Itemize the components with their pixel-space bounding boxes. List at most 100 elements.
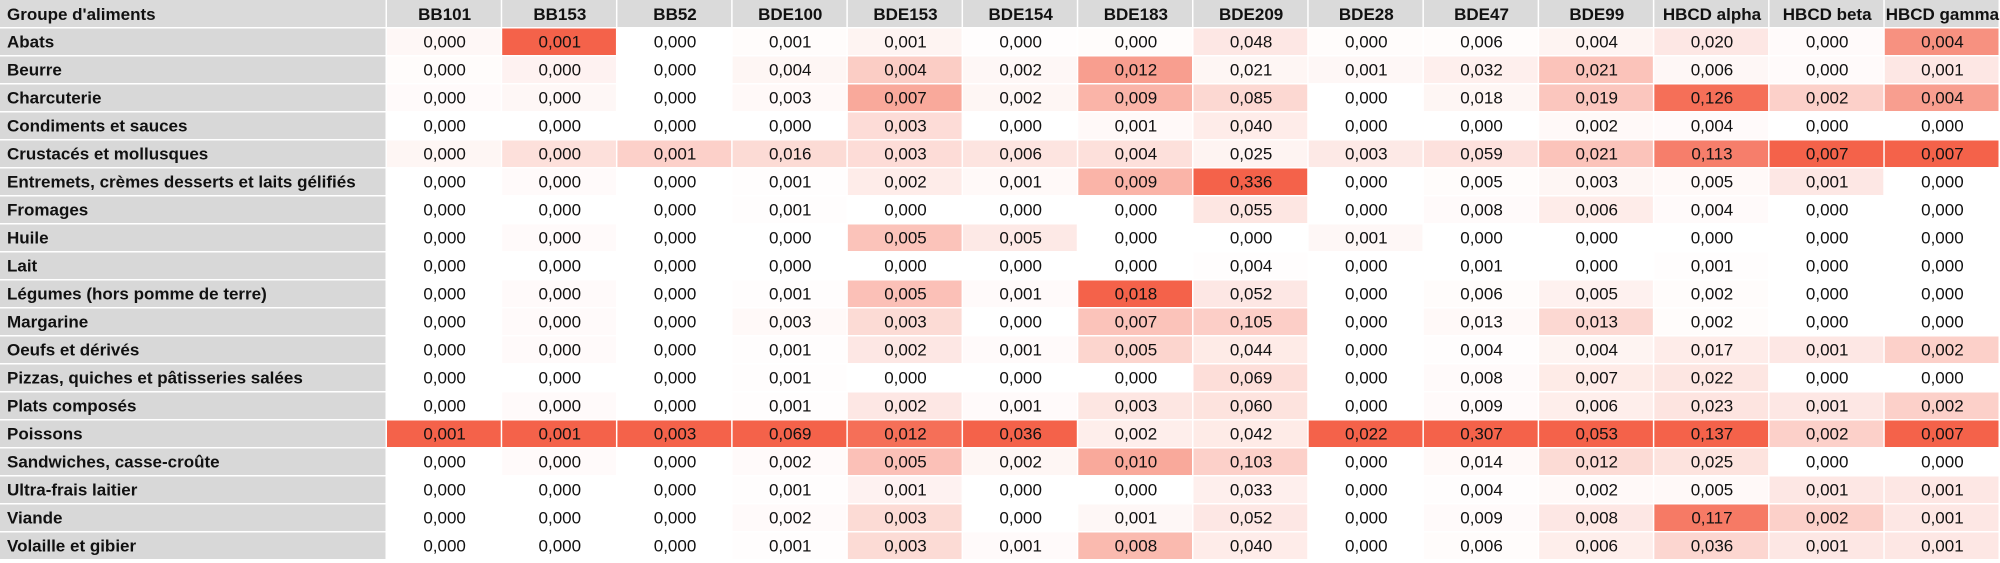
row-label: Huile [7, 229, 49, 248]
cell-value: 0,002 [999, 61, 1042, 80]
column-header: BB101 [418, 5, 471, 24]
heatmap-cell [1308, 56, 1423, 83]
heatmap-cell [963, 336, 1077, 363]
heatmap-cell [1193, 252, 1308, 279]
cell-value: 0,000 [654, 481, 697, 500]
heatmap-cell [387, 364, 501, 391]
heatmap-cell [1078, 336, 1192, 363]
heatmap-cell [1423, 224, 1538, 251]
heatmap-cell [617, 140, 732, 167]
cell-value: 0,017 [1691, 341, 1734, 360]
cell-value: 0,008 [1460, 201, 1503, 220]
cell-value: 0,000 [654, 173, 697, 192]
cell-value: 0,000 [539, 89, 582, 108]
header-cell [1769, 0, 1884, 27]
heatmap-cell [387, 112, 501, 139]
heatmap-cell [502, 504, 616, 531]
heatmap-cell [732, 392, 847, 419]
heatmap-cell [1308, 448, 1423, 475]
row-label: Condiments et sauces [7, 117, 187, 136]
heatmap-cell [1423, 532, 1538, 559]
heatmap-cell [1884, 56, 1999, 83]
heatmap-cell [502, 308, 616, 335]
heatmap-cell [847, 392, 962, 419]
cell-value: 0,025 [1691, 453, 1734, 472]
heatmap-cell [1769, 280, 1884, 307]
row-label-cell [0, 532, 386, 559]
row-label: Oeufs et dérivés [7, 341, 139, 360]
heatmap-cell [1539, 168, 1653, 195]
column-header: BB52 [653, 5, 696, 24]
column-header: BDE209 [1219, 5, 1283, 24]
cell-value: 0,008 [1575, 509, 1618, 528]
heatmap-cell [1769, 308, 1884, 335]
heatmap-cell [502, 448, 616, 475]
cell-value: 0,023 [1691, 397, 1734, 416]
cell-value: 0,126 [1691, 89, 1734, 108]
heatmap-cell [1308, 280, 1423, 307]
heatmap-cell [1423, 476, 1538, 503]
heatmap-cell [847, 140, 962, 167]
heatmap-cell [1078, 476, 1192, 503]
heatmap-cell [963, 532, 1077, 559]
heatmap-cell [847, 364, 962, 391]
cell-value: 0,000 [1921, 285, 1964, 304]
cell-value: 0,008 [1460, 369, 1503, 388]
heatmap-cell [1193, 420, 1308, 447]
column-header: BB153 [533, 5, 586, 24]
cell-value: 0,019 [1575, 89, 1618, 108]
row-label: Fromages [7, 201, 88, 220]
column-header: HBCD beta [1783, 5, 1872, 24]
cell-value: 0,000 [1921, 117, 1964, 136]
cell-value: 0,000 [539, 173, 582, 192]
heatmap-cell [1769, 504, 1884, 531]
cell-value: 0,002 [769, 453, 812, 472]
heatmap-cell [617, 252, 732, 279]
cell-value: 0,000 [999, 201, 1042, 220]
heatmap-cell [1769, 336, 1884, 363]
cell-value: 0,000 [423, 257, 466, 276]
cell-value: 0,007 [1575, 369, 1618, 388]
cell-value: 0,000 [654, 453, 697, 472]
cell-value: 0,059 [1460, 145, 1503, 164]
cell-value: 0,002 [1691, 285, 1734, 304]
heatmap-cell [387, 252, 501, 279]
cell-value: 0,000 [999, 117, 1042, 136]
heatmap-cell [847, 252, 962, 279]
cell-value: 0,000 [654, 89, 697, 108]
heatmap-cell [1769, 56, 1884, 83]
column-header: HBCD gamma [1886, 5, 2000, 24]
row-label: Viande [7, 509, 62, 528]
cell-value: 0,009 [1115, 173, 1158, 192]
heatmap-cell [963, 196, 1077, 223]
cell-value: 0,005 [1691, 481, 1734, 500]
heatmap-cell [1884, 532, 1999, 559]
cell-value: 0,001 [423, 425, 466, 444]
heatmap-cell [617, 56, 732, 83]
heatmap-cell [1308, 224, 1423, 251]
cell-value: 0,003 [654, 425, 697, 444]
cell-value: 0,048 [1230, 33, 1273, 52]
heatmap-cell [1308, 476, 1423, 503]
header-cell [1078, 0, 1192, 27]
cell-value: 0,001 [1806, 173, 1849, 192]
cell-value: 0,004 [1575, 33, 1618, 52]
heatmap-cell [1539, 308, 1653, 335]
heatmap-cell [963, 112, 1077, 139]
cell-value: 0,001 [1806, 341, 1849, 360]
heatmap-cell [1654, 84, 1769, 111]
heatmap-cell [1078, 168, 1192, 195]
heatmap-cell [617, 28, 732, 55]
heatmap-cell [963, 448, 1077, 475]
cell-value: 0,002 [1806, 425, 1849, 444]
heatmap-cell [1539, 196, 1653, 223]
cell-value: 0,003 [884, 537, 927, 556]
heatmap-cell [1078, 140, 1192, 167]
heatmap-cell [1884, 140, 1999, 167]
heatmap-cell [1884, 336, 1999, 363]
heatmap-cell [732, 336, 847, 363]
row-label: Plats composés [7, 397, 136, 416]
heatmap-cell [1769, 112, 1884, 139]
row-label-cell [0, 28, 386, 55]
heatmap-cell [1193, 196, 1308, 223]
